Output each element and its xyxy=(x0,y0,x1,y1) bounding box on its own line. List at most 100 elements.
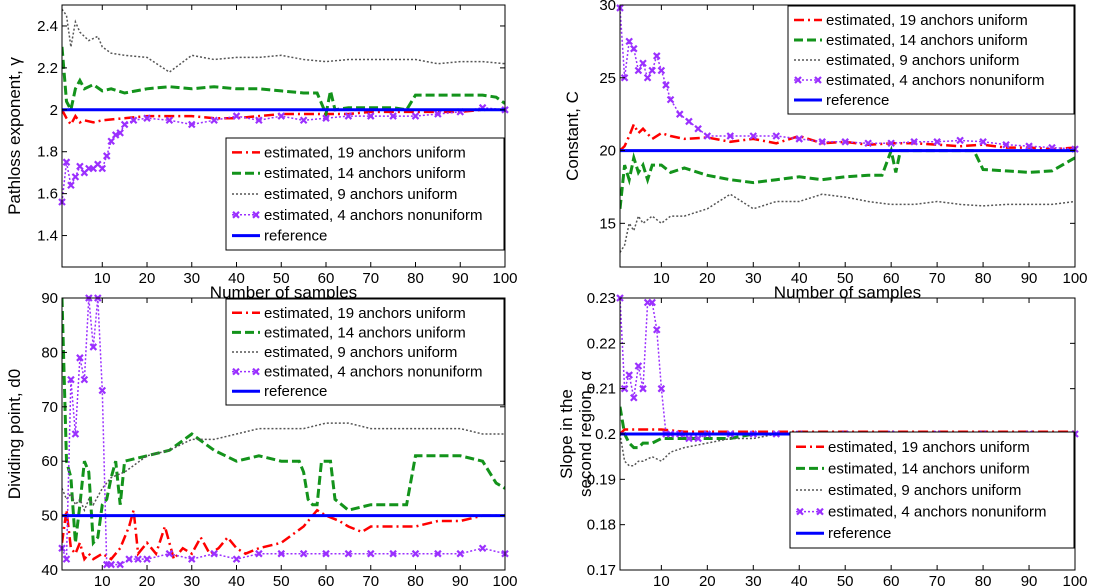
data-point xyxy=(143,555,151,563)
y-tick-label: 2.4 xyxy=(37,18,58,35)
y-tick-label: 25 xyxy=(599,70,616,87)
x-tick-label: 80 xyxy=(407,573,424,587)
series-line-2 xyxy=(62,298,505,547)
data-point xyxy=(165,549,174,558)
data-point xyxy=(478,544,487,553)
data-point xyxy=(1025,142,1033,150)
data-point xyxy=(648,298,656,307)
data-point xyxy=(120,120,129,129)
legend-label-5: reference xyxy=(828,525,891,542)
data-point xyxy=(639,384,647,393)
x-tick-label: 70 xyxy=(362,270,379,287)
x-tick-label: 10 xyxy=(653,270,670,287)
data-point xyxy=(102,152,111,160)
y-tick-label: 80 xyxy=(41,344,58,361)
data-point xyxy=(703,132,712,140)
x-tick-label: 20 xyxy=(699,573,716,587)
data-point xyxy=(772,132,781,140)
series-line-1 xyxy=(62,508,505,562)
data-point xyxy=(107,560,115,569)
data-point xyxy=(134,555,142,563)
y-tick-label: 1.4 xyxy=(37,228,58,245)
x-tick-label: 70 xyxy=(362,573,379,587)
legend: estimated, 19 anchors uniform estimated, … xyxy=(789,431,1075,549)
y-tick-label: 0.17 xyxy=(587,562,616,579)
data-point xyxy=(116,129,124,137)
y-tick-label: 2 xyxy=(50,102,58,119)
legend-label-4: estimated, 4 anchors nonuniform xyxy=(264,364,482,381)
x-tick-label: 40 xyxy=(791,270,808,287)
x-tick-label: 80 xyxy=(975,573,992,587)
legend-marker xyxy=(814,76,822,84)
data-point xyxy=(652,325,661,334)
chart-panel-3: 102030405060708090100405060708090Number … xyxy=(5,290,518,587)
data-point xyxy=(864,139,872,148)
legend: estimated, 19 anchors uniform estimated, … xyxy=(787,5,1075,115)
plot-frame xyxy=(61,4,506,268)
chart-panel-2: 10 20 30 40 50 60 70 80 90 100 15 20 25 30 Number of s… xyxy=(563,0,1088,302)
data-point xyxy=(165,116,174,125)
x-tick-label: 30 xyxy=(183,573,200,587)
series-line-2 xyxy=(620,406,1075,450)
x-tick-label: 40 xyxy=(228,573,245,587)
data-point xyxy=(630,393,638,402)
legend-label-3: estimated, 9 anchors uniform xyxy=(264,186,457,203)
data-point xyxy=(434,549,442,558)
data-point xyxy=(643,73,652,82)
data-point xyxy=(299,116,308,125)
data-point xyxy=(255,549,263,558)
data-point xyxy=(657,384,666,393)
y-tick-label: 90 xyxy=(41,290,58,307)
data-point xyxy=(89,343,98,351)
y-axis-label: second region, α xyxy=(576,371,595,497)
data-point xyxy=(625,371,633,379)
data-point xyxy=(675,110,684,118)
x-tick-label: 50 xyxy=(837,573,854,587)
data-point xyxy=(389,549,397,558)
data-point xyxy=(933,138,941,146)
y-axis-label: Dividing point, d0 xyxy=(5,369,24,499)
data-point xyxy=(694,124,702,133)
data-point xyxy=(434,110,442,118)
data-point xyxy=(366,549,375,558)
y-tick-label: 2.2 xyxy=(37,60,58,77)
data-point xyxy=(979,138,987,146)
x-tick-label: 100 xyxy=(1062,270,1087,287)
legend-label-2: estimated, 14 anchors uniform xyxy=(828,460,1030,477)
y-tick-label: 50 xyxy=(41,508,58,525)
data-point xyxy=(67,375,75,384)
y-tick-label: 40 xyxy=(41,562,58,579)
data-point xyxy=(98,386,107,395)
data-point xyxy=(648,66,656,75)
y-tick-label: 20 xyxy=(599,143,616,160)
legend-label-4: estimated, 4 anchors nonuniform xyxy=(264,207,482,224)
data-point xyxy=(129,116,138,125)
data-point xyxy=(652,52,661,60)
series-line-4 xyxy=(620,298,1075,440)
y-tick-label: 0.21 xyxy=(587,381,616,398)
x-tick-label: 100 xyxy=(492,270,517,287)
data-point xyxy=(1002,140,1010,149)
series-line-2 xyxy=(62,46,505,120)
legend-label-1: estimated, 19 anchors uniform xyxy=(264,305,466,322)
y-tick-label: 1.8 xyxy=(37,144,58,161)
data-point xyxy=(818,138,826,146)
data-point xyxy=(322,114,330,122)
data-point xyxy=(210,116,218,125)
series-line-4 xyxy=(620,7,1075,150)
legend-box xyxy=(225,137,505,251)
legend-label-1: estimated, 19 anchors uniform xyxy=(828,439,1030,456)
x-tick-label: 70 xyxy=(929,270,946,287)
data-point xyxy=(255,116,263,125)
legend-marker xyxy=(232,211,240,219)
x-tick-label: 60 xyxy=(318,270,335,287)
data-point xyxy=(299,549,308,558)
series-line-3 xyxy=(62,422,505,513)
data-point xyxy=(657,66,666,75)
data-point xyxy=(639,59,647,68)
data-point xyxy=(187,120,196,129)
data-point xyxy=(76,354,84,362)
series-line-1 xyxy=(620,121,1075,152)
x-tick-label: 70 xyxy=(929,573,946,587)
x-tick-label: 50 xyxy=(837,270,854,287)
